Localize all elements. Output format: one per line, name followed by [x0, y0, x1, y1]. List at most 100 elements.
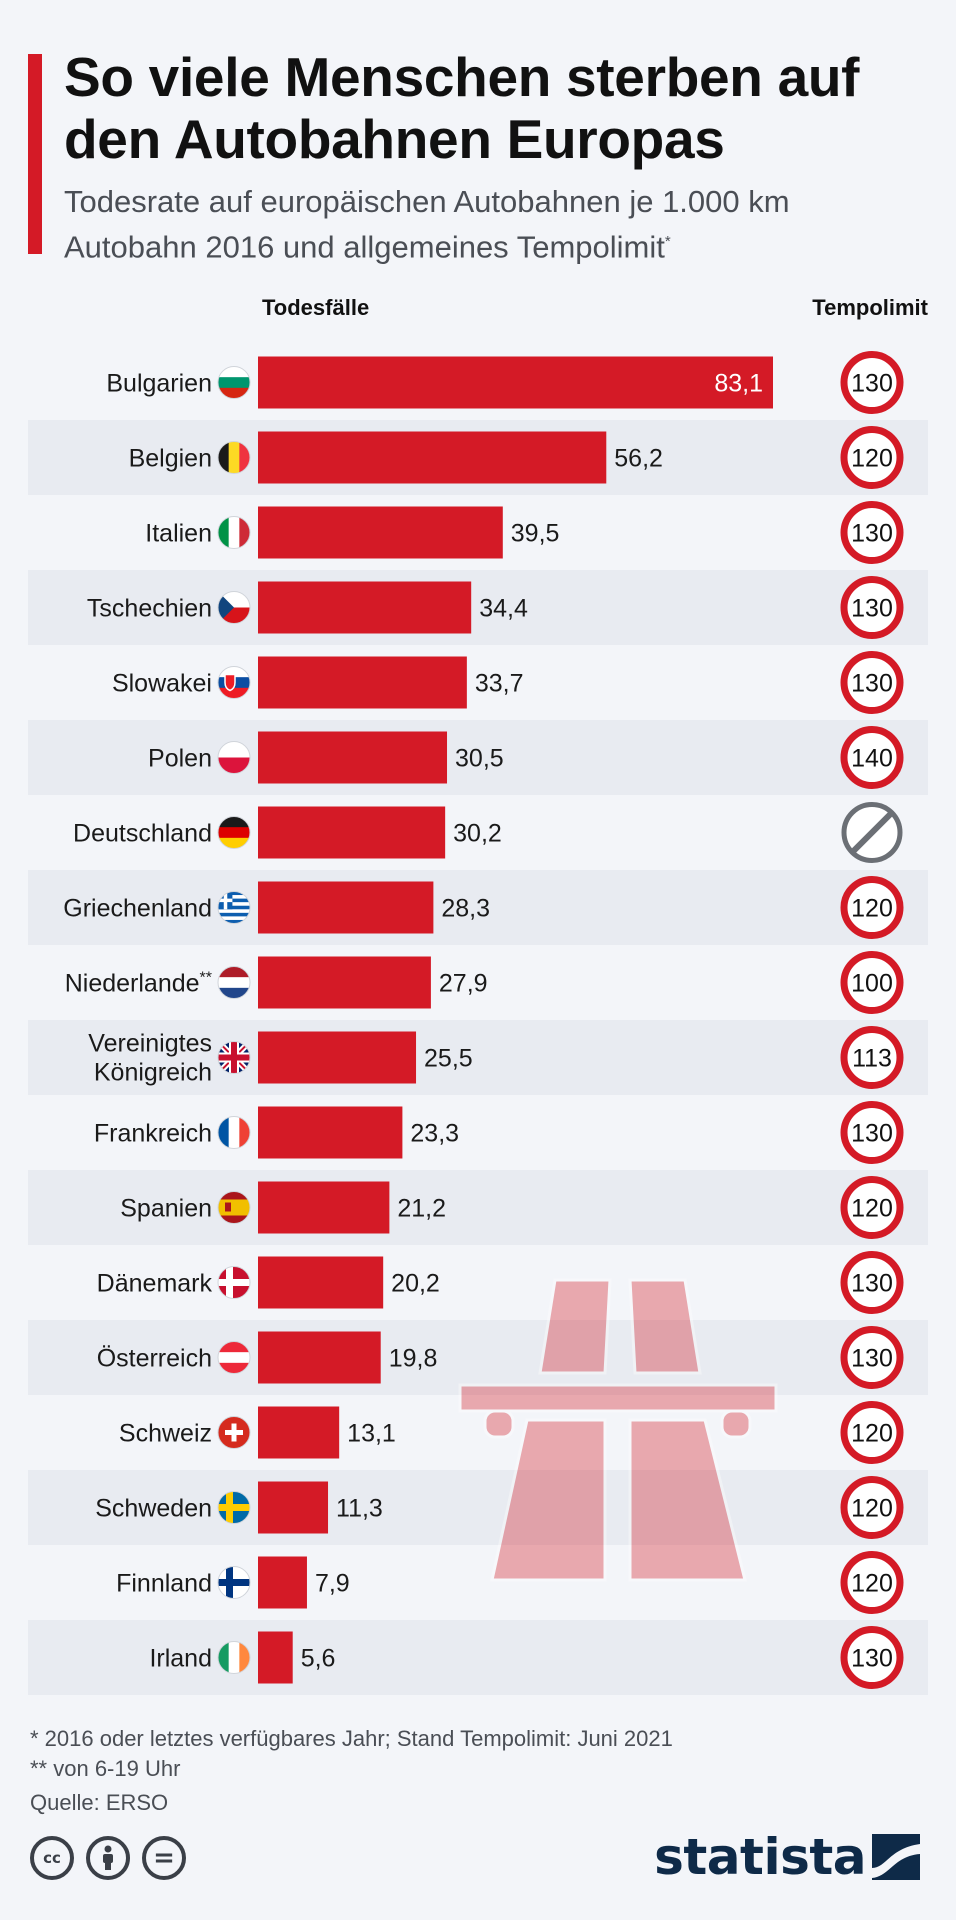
flag-greece	[217, 891, 251, 924]
speed-limit-sign-niederlande: 100	[840, 951, 904, 1014]
row-background	[28, 1470, 928, 1545]
attribution-icon[interactable]	[86, 1836, 130, 1880]
bar-schweiz	[258, 1406, 340, 1459]
row-background	[28, 870, 928, 945]
flag-switzerland	[217, 1416, 251, 1449]
value-label-belgien: 56,2	[614, 445, 663, 473]
category-label-irland: Irland	[149, 1645, 212, 1673]
row-background	[28, 570, 928, 645]
speed-limit-value: 130	[851, 1120, 893, 1148]
speed-limit-value: 130	[851, 1270, 893, 1298]
value-label-deutschland: 30,2	[453, 820, 502, 848]
category-label-bulgarien: Bulgarien	[106, 370, 212, 398]
bar-irland	[258, 1631, 293, 1684]
value-label-polen: 30,5	[455, 745, 504, 773]
source-note: Quelle: ERSO	[30, 1790, 169, 1815]
speed-limit-value: 130	[851, 1645, 893, 1673]
flag-united-kingdom	[217, 1041, 251, 1074]
no-derivatives-icon[interactable]: =	[142, 1836, 186, 1880]
flag-poland	[217, 741, 251, 774]
value-label-frankreich: 23,3	[410, 1120, 459, 1148]
bar-danemark	[258, 1256, 384, 1309]
speed-limit-sign-danemark: 130	[840, 1251, 904, 1314]
value-label-osterreich: 19,8	[389, 1345, 438, 1373]
flag-bulgaria	[217, 366, 251, 399]
speed-limit-value: 120	[851, 1420, 893, 1448]
value-label-griechenland: 28,3	[441, 895, 490, 923]
category-label-griechenland: Griechenland	[63, 895, 212, 923]
category-label-deutschland: Deutschland	[73, 820, 212, 848]
value-label-italien: 39,5	[511, 520, 560, 548]
row-irland: Irland 5,6 130	[28, 1620, 928, 1695]
category-label-osterreich: Österreich	[97, 1345, 212, 1373]
row-background	[28, 1170, 928, 1245]
row-background	[28, 1620, 928, 1695]
bar-frankreich	[258, 1106, 403, 1159]
footnote-1: * 2016 oder letztes verfügbares Jahr; St…	[30, 1726, 673, 1751]
speed-limit-sign-frankreich: 130	[840, 1101, 904, 1164]
column-header-speed-limit: Tempolimit	[812, 295, 928, 320]
row-slowakei: Slowakei 33,7 130	[112, 651, 904, 714]
flag-czechia	[217, 591, 251, 624]
flag-italy	[217, 516, 251, 549]
bar-niederlande	[258, 956, 431, 1009]
footnote-2: ** von 6-19 Uhr	[30, 1756, 181, 1781]
speed-limit-value: 130	[851, 595, 893, 623]
category-label-italien: Italien	[145, 520, 212, 548]
speed-limit-sign-irland: 130	[840, 1626, 904, 1689]
row-spanien: Spanien 21,2 120	[28, 1170, 928, 1245]
speed-limit-sign-vereinigtes-konigreich: 113	[840, 1026, 904, 1089]
value-label-bulgarien: 83,1	[714, 370, 763, 398]
speed-limit-value: 130	[851, 1345, 893, 1373]
speed-limit-sign-italien: 130	[840, 501, 904, 564]
row-bulgarien: Bulgarien 83,1 130	[106, 351, 904, 414]
category-label-slowakei: Slowakei	[112, 670, 212, 698]
speed-limit-sign-belgien: 120	[840, 426, 904, 489]
speed-limit-sign-osterreich: 130	[840, 1326, 904, 1389]
row-schweden: Schweden 11,3 120	[28, 1470, 928, 1545]
speed-limit-sign-griechenland: 120	[840, 876, 904, 939]
bar-finnland	[258, 1556, 307, 1609]
subtitle-note-mark: *	[664, 233, 671, 250]
row-osterreich: Österreich 19,8 130	[28, 1320, 928, 1395]
speed-limit-value: 100	[851, 970, 893, 998]
category-label-vereinigtes-konigreich: Vereinigtes Königreich	[88, 1030, 212, 1087]
bar-spanien	[258, 1181, 390, 1234]
row-background	[28, 720, 928, 795]
flag-slovakia	[217, 666, 251, 699]
flag-germany	[217, 816, 251, 849]
value-label-irland: 5,6	[301, 1645, 336, 1673]
row-polen: Polen 30,5 140	[28, 720, 928, 795]
title-accent-bar	[28, 54, 42, 254]
bar-osterreich	[258, 1331, 381, 1384]
motorway-sign-icon	[458, 1278, 778, 1582]
subtitle-text: Todesrate auf europäischen Autobahnen je…	[64, 184, 790, 265]
speed-limit-sign-tschechien: 130	[840, 576, 904, 639]
cc-icon[interactable]: cc	[30, 1836, 74, 1880]
value-label-schweiz: 13,1	[347, 1420, 396, 1448]
flag-denmark	[217, 1266, 251, 1299]
row-tschechien: Tschechien 34,4 130	[28, 570, 928, 645]
statista-logo-icon	[872, 1834, 920, 1880]
bar-bulgarien	[258, 356, 773, 409]
row-finnland: Finnland 7,9 120	[116, 1551, 904, 1614]
value-label-danemark: 20,2	[391, 1270, 440, 1298]
category-label-spanien: Spanien	[120, 1195, 212, 1223]
flag-sweden	[217, 1491, 251, 1524]
bar-slowakei	[258, 656, 467, 709]
flag-spain	[217, 1191, 251, 1224]
bar-schweden	[258, 1481, 329, 1534]
category-label-niederlande: Niederlande**	[65, 970, 212, 998]
flag-ireland	[217, 1641, 251, 1674]
statista-logo[interactable]: statista	[654, 1828, 920, 1886]
speed-limit-value: 140	[851, 745, 893, 773]
column-header-deaths: Todesfälle	[262, 295, 370, 320]
row-danemark: Dänemark 20,2 130	[97, 1251, 904, 1314]
speed-limit-value: 120	[851, 1195, 893, 1223]
row-deutschland: Deutschland 30,2	[73, 802, 903, 863]
flag-austria	[217, 1341, 251, 1374]
speed-limit-value: 120	[851, 445, 893, 473]
speed-limit-value: 130	[851, 520, 893, 548]
flag-netherlands	[217, 966, 251, 999]
speed-limit-value: 113	[852, 1045, 892, 1073]
